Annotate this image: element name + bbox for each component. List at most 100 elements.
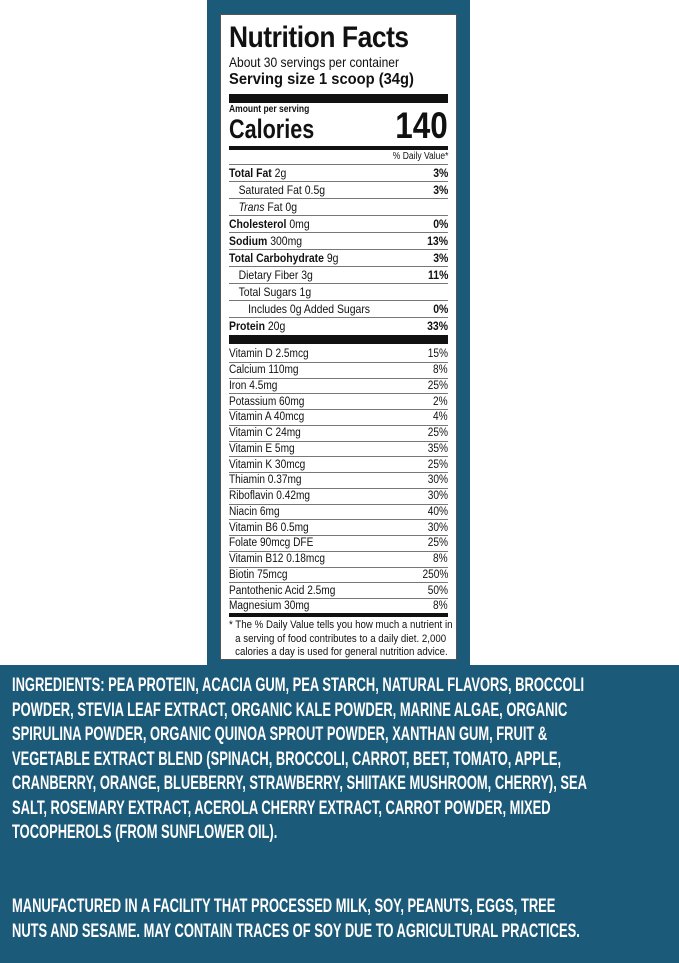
vitamin-row: Vitamin C 24mg 25% (229, 424, 448, 441)
thick-divider (229, 94, 448, 103)
nutrient-name-group: Sodium 300mg (229, 234, 302, 248)
medium-divider (229, 613, 448, 617)
vitamin-daily-value: 8% (433, 364, 448, 377)
vitamin-name: Vitamin K 30mcg (229, 458, 306, 471)
thick-divider (229, 335, 448, 344)
nutrient-name-group: Total Fat 2g (229, 166, 286, 180)
nutrient-row: Trans Fat 0g (229, 198, 448, 215)
nutrient-name-group: Trans Fat 0g (229, 200, 297, 214)
nutrient-name: Includes 0g Added Sugars (248, 302, 371, 316)
vitamin-daily-value: 4% (433, 411, 448, 424)
vitamin-name: Vitamin A 40mcg (229, 411, 305, 424)
nutrient-daily-value: 0% (432, 302, 448, 316)
footnote-line: a serving of food contributes to a daily… (235, 632, 447, 645)
vitamin-daily-value: 25% (427, 427, 448, 440)
nutrient-name: Total Sugars (238, 285, 297, 299)
vitamin-row: Vitamin B6 0.5mg 30% (229, 519, 448, 535)
nutrient-row: Includes 0g Added Sugars 0% (229, 300, 448, 317)
nutrient-name: Saturated Fat (238, 183, 302, 197)
vitamin-row: Magnesium 30mg 8% (229, 598, 448, 614)
vitamin-row: Folate 90mcg DFE 25% (229, 535, 448, 551)
nutrient-name: Dietary Fiber (238, 268, 299, 282)
vitamin-name: Calcium 110mg (229, 364, 299, 377)
vitamin-rows: Vitamin D 2.5mcg 15% Calcium 110mg 8% Iron 4… (229, 346, 448, 614)
ingredients-line: INGREDIENTS: PEA PROTEIN, ACACIA GUM, PE… (12, 675, 585, 696)
vitamin-name: Iron 4.5mg (229, 379, 278, 392)
vitamin-daily-value: 25% (427, 458, 448, 471)
vitamin-row: Vitamin D 2.5mcg 15% (229, 346, 448, 362)
nutrient-name-group: Total Sugars 1g (229, 285, 312, 299)
nutrient-name: Total Carbohydrate (229, 251, 324, 265)
vitamin-name: Thiamin 0.37mg (229, 474, 302, 487)
vitamin-daily-value: 250% (422, 568, 448, 581)
ingredients-line: POWDER, STEVIA LEAF EXTRACT, ORGANIC KAL… (12, 699, 568, 721)
nutrient-name: Sodium (229, 234, 268, 248)
calories-value: 140 (395, 105, 448, 146)
vitamin-daily-value: 25% (427, 379, 448, 392)
nutrient-daily-value: 3% (432, 251, 448, 265)
vitamin-row: Niacin 6mg 40% (229, 503, 448, 520)
vitamin-row: Iron 4.5mg 25% (229, 377, 448, 394)
vitamin-row: Riboflavin 0.42mg 30% (229, 487, 448, 504)
vitamin-daily-value: 15% (427, 347, 448, 360)
nutrient-name-group: Protein 20g (229, 319, 285, 333)
ingredients-line: SALT, ROSEMARY EXTRACT, ACEROLA CHERRY E… (12, 797, 551, 819)
nutrient-amount: Fat 0g (267, 200, 298, 214)
nutrient-name: Total Fat (229, 166, 272, 180)
nutrient-name-group: Includes 0g Added Sugars (229, 302, 370, 316)
nutrient-row: Cholesterol 0mg 0% (229, 215, 448, 232)
vitamin-daily-value: 8% (433, 553, 448, 566)
allergen-line: NUTS AND SESAME. MAY CONTAIN TRACES OF S… (12, 921, 580, 942)
vitamin-row: Vitamin K 30mcg 25% (229, 456, 448, 472)
nutrient-daily-value: 3% (432, 183, 448, 197)
nutrient-name: Cholesterol (229, 217, 287, 231)
vitamin-name: Folate 90mcg DFE (229, 537, 314, 550)
nutrient-amount: 9g (326, 251, 339, 265)
medium-divider (229, 146, 448, 150)
vitamin-name: Magnesium 30mg (229, 600, 310, 613)
vitamin-name: Riboflavin 0.42mg (229, 490, 311, 503)
servings-per-container: About 30 servings per container (229, 54, 400, 70)
nutrient-row: Dietary Fiber 3g 11% (229, 266, 448, 283)
footnote: * The % Daily Value tells you how much a… (229, 619, 453, 660)
nutrient-row: Total Fat 2g 3% (229, 164, 448, 181)
vitamin-name: Vitamin C 24mg (229, 427, 301, 440)
serving-size: Serving size 1 scoop (34g) (229, 71, 414, 88)
footnote-line: * The % Daily Value tells you how much a… (229, 619, 453, 631)
nutrient-name-group: Saturated Fat 0.5g (229, 183, 325, 197)
nutrient-daily-value: 11% (427, 268, 448, 282)
vitamin-name: Pantothenic Acid 2.5mg (229, 584, 336, 597)
vitamin-name: Biotin 75mcg (229, 568, 288, 581)
vitamin-name: Niacin 6mg (229, 505, 280, 518)
amount-per-serving: Amount per serving (229, 104, 310, 115)
nutrient-row: Saturated Fat 0.5g 3% (229, 181, 448, 198)
vitamin-row: Vitamin E 5mg 35% (229, 440, 448, 457)
nutrient-amount: 1g (299, 285, 312, 299)
vitamin-name: Vitamin B6 0.5mg (229, 521, 309, 534)
nutrient-daily-value: 33% (427, 319, 448, 333)
daily-value-header: % Daily Value* (392, 151, 448, 162)
ingredients-line: VEGETABLE EXTRACT BLEND (SPINACH, BROCCO… (12, 748, 562, 770)
nutrient-row: Protein 20g 33% (229, 317, 448, 334)
vitamin-daily-value: 25% (427, 537, 448, 550)
vitamin-daily-value: 35% (427, 442, 448, 455)
nutrient-name-group: Dietary Fiber 3g (229, 268, 313, 282)
nutrient-row: Sodium 300mg 13% (229, 232, 448, 249)
calories-label: Calories (229, 114, 315, 144)
vitamin-name: Vitamin E 5mg (229, 442, 295, 455)
vitamin-name: Vitamin D 2.5mcg (229, 347, 309, 360)
nutrient-amount: 300mg (270, 234, 303, 248)
ingredients-panel: INGREDIENTS: PEA PROTEIN, ACACIA GUM, PE… (0, 665, 679, 963)
vitamin-row: Calcium 110mg 8% (229, 361, 448, 378)
ingredients-line: SPIRULINA POWDER, ORGANIC QUINOA SPROUT … (12, 724, 548, 745)
nutrition-facts-label: Nutrition Facts About 30 servings per co… (220, 14, 457, 660)
allergen-line: MANUFACTURED IN A FACILITY THAT PROCESSE… (12, 896, 556, 917)
vitamin-row: Thiamin 0.37mg 30% (229, 472, 448, 488)
ingredients-line: CRANBERRY, ORANGE, BLUEBERRY, STRAWBERRY… (12, 773, 587, 794)
ingredients-line: TOCOPHEROLS (FROM SUNFLOWER OIL). (12, 822, 278, 843)
nutrient-amount: 20g (267, 319, 286, 333)
label-title: Nutrition Facts (229, 21, 409, 54)
nutrient-row: Total Sugars 1g (229, 283, 448, 300)
footnote-line: calories a day is used for general nutri… (235, 646, 448, 658)
vitamin-daily-value: 8% (433, 600, 448, 613)
